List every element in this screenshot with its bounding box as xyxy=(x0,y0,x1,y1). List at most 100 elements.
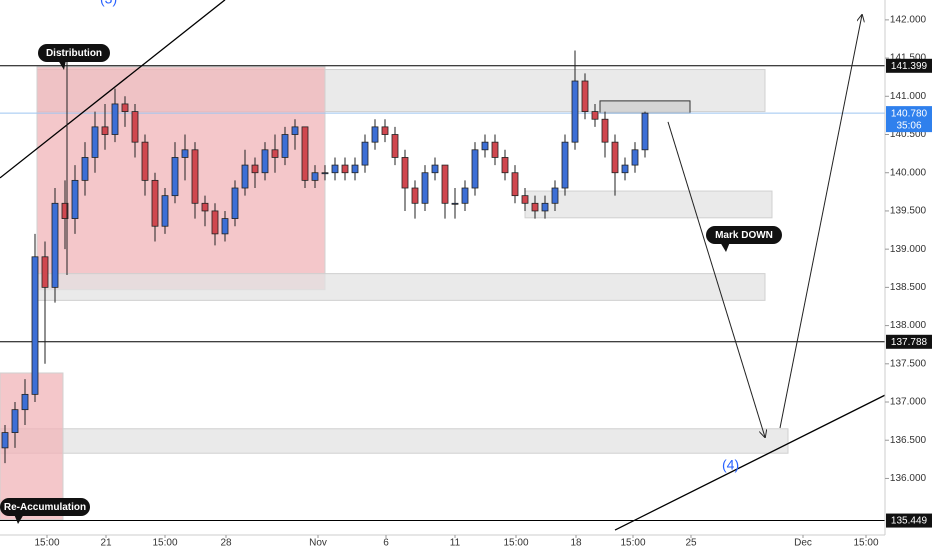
candle-body xyxy=(331,164,339,174)
candle-body xyxy=(461,187,469,204)
callout-text: Distribution xyxy=(46,48,102,59)
candle-body xyxy=(171,157,179,197)
candle-body xyxy=(111,103,119,135)
callout-tail xyxy=(720,242,730,252)
x-tick-label: 15:00 xyxy=(503,538,528,549)
candle-body xyxy=(301,126,309,181)
callout-box xyxy=(706,226,782,244)
candle-body xyxy=(411,187,419,204)
candle-body xyxy=(401,157,409,189)
candle-body xyxy=(101,126,109,135)
x-tick-label: 15:00 xyxy=(620,538,645,549)
x-tick-label: 11 xyxy=(450,538,461,549)
callout: Mark DOWN xyxy=(706,226,782,252)
y-tick-label: 140.000 xyxy=(890,167,927,178)
candle-body xyxy=(141,141,149,181)
y-tick-label: 140.500 xyxy=(890,129,927,140)
candle-body xyxy=(361,141,369,166)
x-tick-label: 25 xyxy=(685,538,697,549)
zone xyxy=(0,372,64,521)
callout: Distribution xyxy=(38,44,110,70)
candle-body xyxy=(471,149,479,189)
y-tick-label: 141.500 xyxy=(890,53,927,64)
candle-body xyxy=(241,164,249,189)
y-tick-label: 136.500 xyxy=(890,435,927,446)
callout-tail xyxy=(14,514,24,524)
candle-body xyxy=(41,256,49,288)
level-tag xyxy=(886,513,932,528)
candle-body xyxy=(431,164,439,174)
candle-body xyxy=(531,202,539,212)
candle-body xyxy=(201,202,209,212)
candle-body xyxy=(31,256,39,395)
candle-body xyxy=(281,134,289,158)
x-tick-label: 21 xyxy=(100,538,112,549)
x-tick-label: 15:00 xyxy=(853,538,878,549)
zone xyxy=(36,273,766,301)
callout-text: Re-Accumulation xyxy=(4,502,86,513)
y-tick-label: 142.000 xyxy=(890,15,927,26)
candle-body xyxy=(501,157,509,174)
candle-body xyxy=(251,164,259,174)
candle-body xyxy=(631,149,639,166)
trendline xyxy=(0,0,226,179)
candle-body xyxy=(51,202,59,288)
candle-body xyxy=(21,393,29,411)
callout: Re-Accumulation xyxy=(0,498,90,524)
candle-body xyxy=(611,141,619,174)
candle-body xyxy=(561,141,569,189)
candle-body xyxy=(511,172,519,197)
x-tick-label: Dec xyxy=(794,538,812,549)
x-tick-label: 15:00 xyxy=(152,538,177,549)
level-label: 141.399 xyxy=(891,61,928,72)
candle-body xyxy=(181,149,189,158)
candle-body xyxy=(381,126,389,135)
candle-body xyxy=(341,164,349,174)
candle-body xyxy=(371,126,379,143)
candle-body xyxy=(231,187,239,219)
arrow xyxy=(779,15,862,429)
candle-body xyxy=(641,112,649,151)
candle-body xyxy=(491,141,499,158)
candle-body xyxy=(131,111,139,143)
x-tick-label: 28 xyxy=(220,538,232,549)
candle-body xyxy=(61,202,69,219)
candle-body xyxy=(291,126,299,135)
candle-body xyxy=(191,149,199,204)
candle-body xyxy=(91,126,99,158)
candle-body xyxy=(161,195,169,227)
last-price-tag xyxy=(886,106,932,133)
arrow xyxy=(667,121,765,437)
candle-body xyxy=(581,80,589,112)
candle-body xyxy=(591,111,599,120)
candle-body xyxy=(441,164,449,204)
callout-box xyxy=(38,44,110,62)
candle-body xyxy=(121,103,129,112)
y-tick-label: 138.000 xyxy=(890,320,927,331)
zone xyxy=(524,190,773,219)
level-tag xyxy=(886,334,932,349)
candle-body xyxy=(391,134,399,158)
candle-body xyxy=(81,157,89,181)
x-tick-label: 6 xyxy=(383,538,389,549)
candle-body xyxy=(621,164,629,174)
zone xyxy=(0,428,789,454)
callout-text: Mark DOWN xyxy=(715,230,773,241)
candle-body xyxy=(421,172,429,204)
candle-body xyxy=(211,210,219,235)
candle-body xyxy=(351,164,359,174)
zone xyxy=(599,100,691,114)
candle-body xyxy=(541,202,549,212)
y-tick-label: 137.000 xyxy=(890,397,927,408)
candle-body xyxy=(311,172,319,181)
candle-body xyxy=(71,179,79,219)
y-tick-label: 139.000 xyxy=(890,244,927,255)
trendline xyxy=(614,394,886,531)
zone xyxy=(36,66,326,291)
candle-body xyxy=(571,80,579,143)
candle-body xyxy=(451,202,459,205)
y-tick-label: 136.000 xyxy=(890,473,927,484)
candle-body xyxy=(551,187,559,204)
last-price-label: 140.780 xyxy=(891,108,928,119)
candle-body xyxy=(271,149,279,158)
